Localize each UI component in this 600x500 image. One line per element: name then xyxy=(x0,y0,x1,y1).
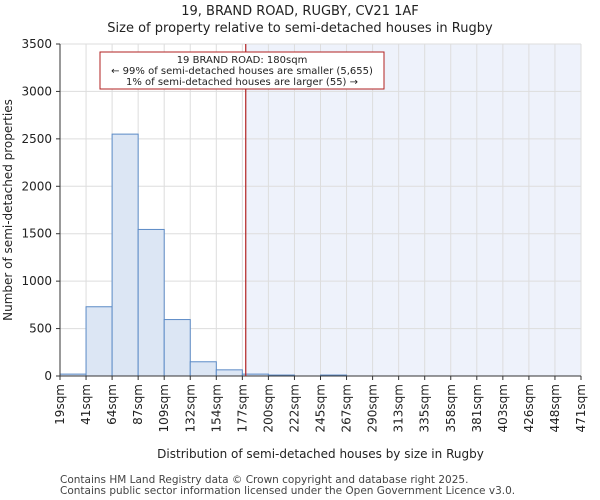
x-tick-label: 154sqm xyxy=(209,384,223,432)
x-axis-label: Distribution of semi-detached houses by … xyxy=(157,447,484,461)
annotation-text: ← 99% of semi-detached houses are smalle… xyxy=(111,66,373,77)
x-tick-label: 471sqm xyxy=(574,384,588,432)
x-tick-label: 41sqm xyxy=(79,384,93,425)
annotation-box xyxy=(99,51,385,90)
y-axis-label: Number of semi-detached properties xyxy=(1,99,15,321)
x-tick-label: 335sqm xyxy=(418,384,432,432)
x-tick-label: 448sqm xyxy=(548,384,562,432)
x-tick-label: 177sqm xyxy=(235,384,249,432)
x-tick-label: 109sqm xyxy=(157,384,171,432)
x-tick-label: 245sqm xyxy=(314,384,328,432)
x-tick-label: 19sqm xyxy=(53,384,67,425)
y-tick-label: 2000 xyxy=(21,179,52,193)
y-tick-label: 3500 xyxy=(21,37,52,51)
y-tick-label: 3000 xyxy=(21,84,52,98)
x-tick-label: 64sqm xyxy=(105,384,119,425)
bar xyxy=(215,369,243,377)
chart-subtitle: Size of property relative to semi-detach… xyxy=(107,21,493,36)
footer-line-1: Contains HM Land Registry data © Crown c… xyxy=(60,474,469,486)
y-tick-label: 0 xyxy=(44,369,52,383)
x-tick-label: 313sqm xyxy=(392,384,406,432)
bar xyxy=(163,319,191,377)
x-tick-label: 358sqm xyxy=(444,384,458,432)
x-tick-label: 200sqm xyxy=(261,384,275,432)
x-tick-label: 381sqm xyxy=(470,384,484,432)
annotation-text: 1% of semi-detached houses are larger (5… xyxy=(126,77,358,88)
y-tick-label: 1500 xyxy=(21,227,52,241)
chart-title: 19, BRAND ROAD, RUGBY, CV21 1AF xyxy=(181,4,419,19)
y-tick-label: 500 xyxy=(29,322,52,336)
bar xyxy=(137,228,165,377)
bar xyxy=(111,133,139,377)
y-tick-label: 2500 xyxy=(21,132,52,146)
y-tick-label: 1000 xyxy=(21,274,52,288)
annotation-text: 19 BRAND ROAD: 180sqm xyxy=(177,55,308,66)
x-tick-label: 290sqm xyxy=(366,384,380,432)
x-tick-label: 426sqm xyxy=(522,384,536,432)
x-tick-label: 222sqm xyxy=(287,384,301,432)
highlight-region xyxy=(245,44,581,376)
x-tick-label: 267sqm xyxy=(340,384,354,432)
bar xyxy=(189,361,217,377)
footer-line-2: Contains public sector information licen… xyxy=(60,485,516,497)
x-tick-label: 132sqm xyxy=(183,384,197,432)
bar xyxy=(85,306,113,377)
x-tick-label: 403sqm xyxy=(496,384,510,432)
x-tick-label: 87sqm xyxy=(131,384,145,425)
